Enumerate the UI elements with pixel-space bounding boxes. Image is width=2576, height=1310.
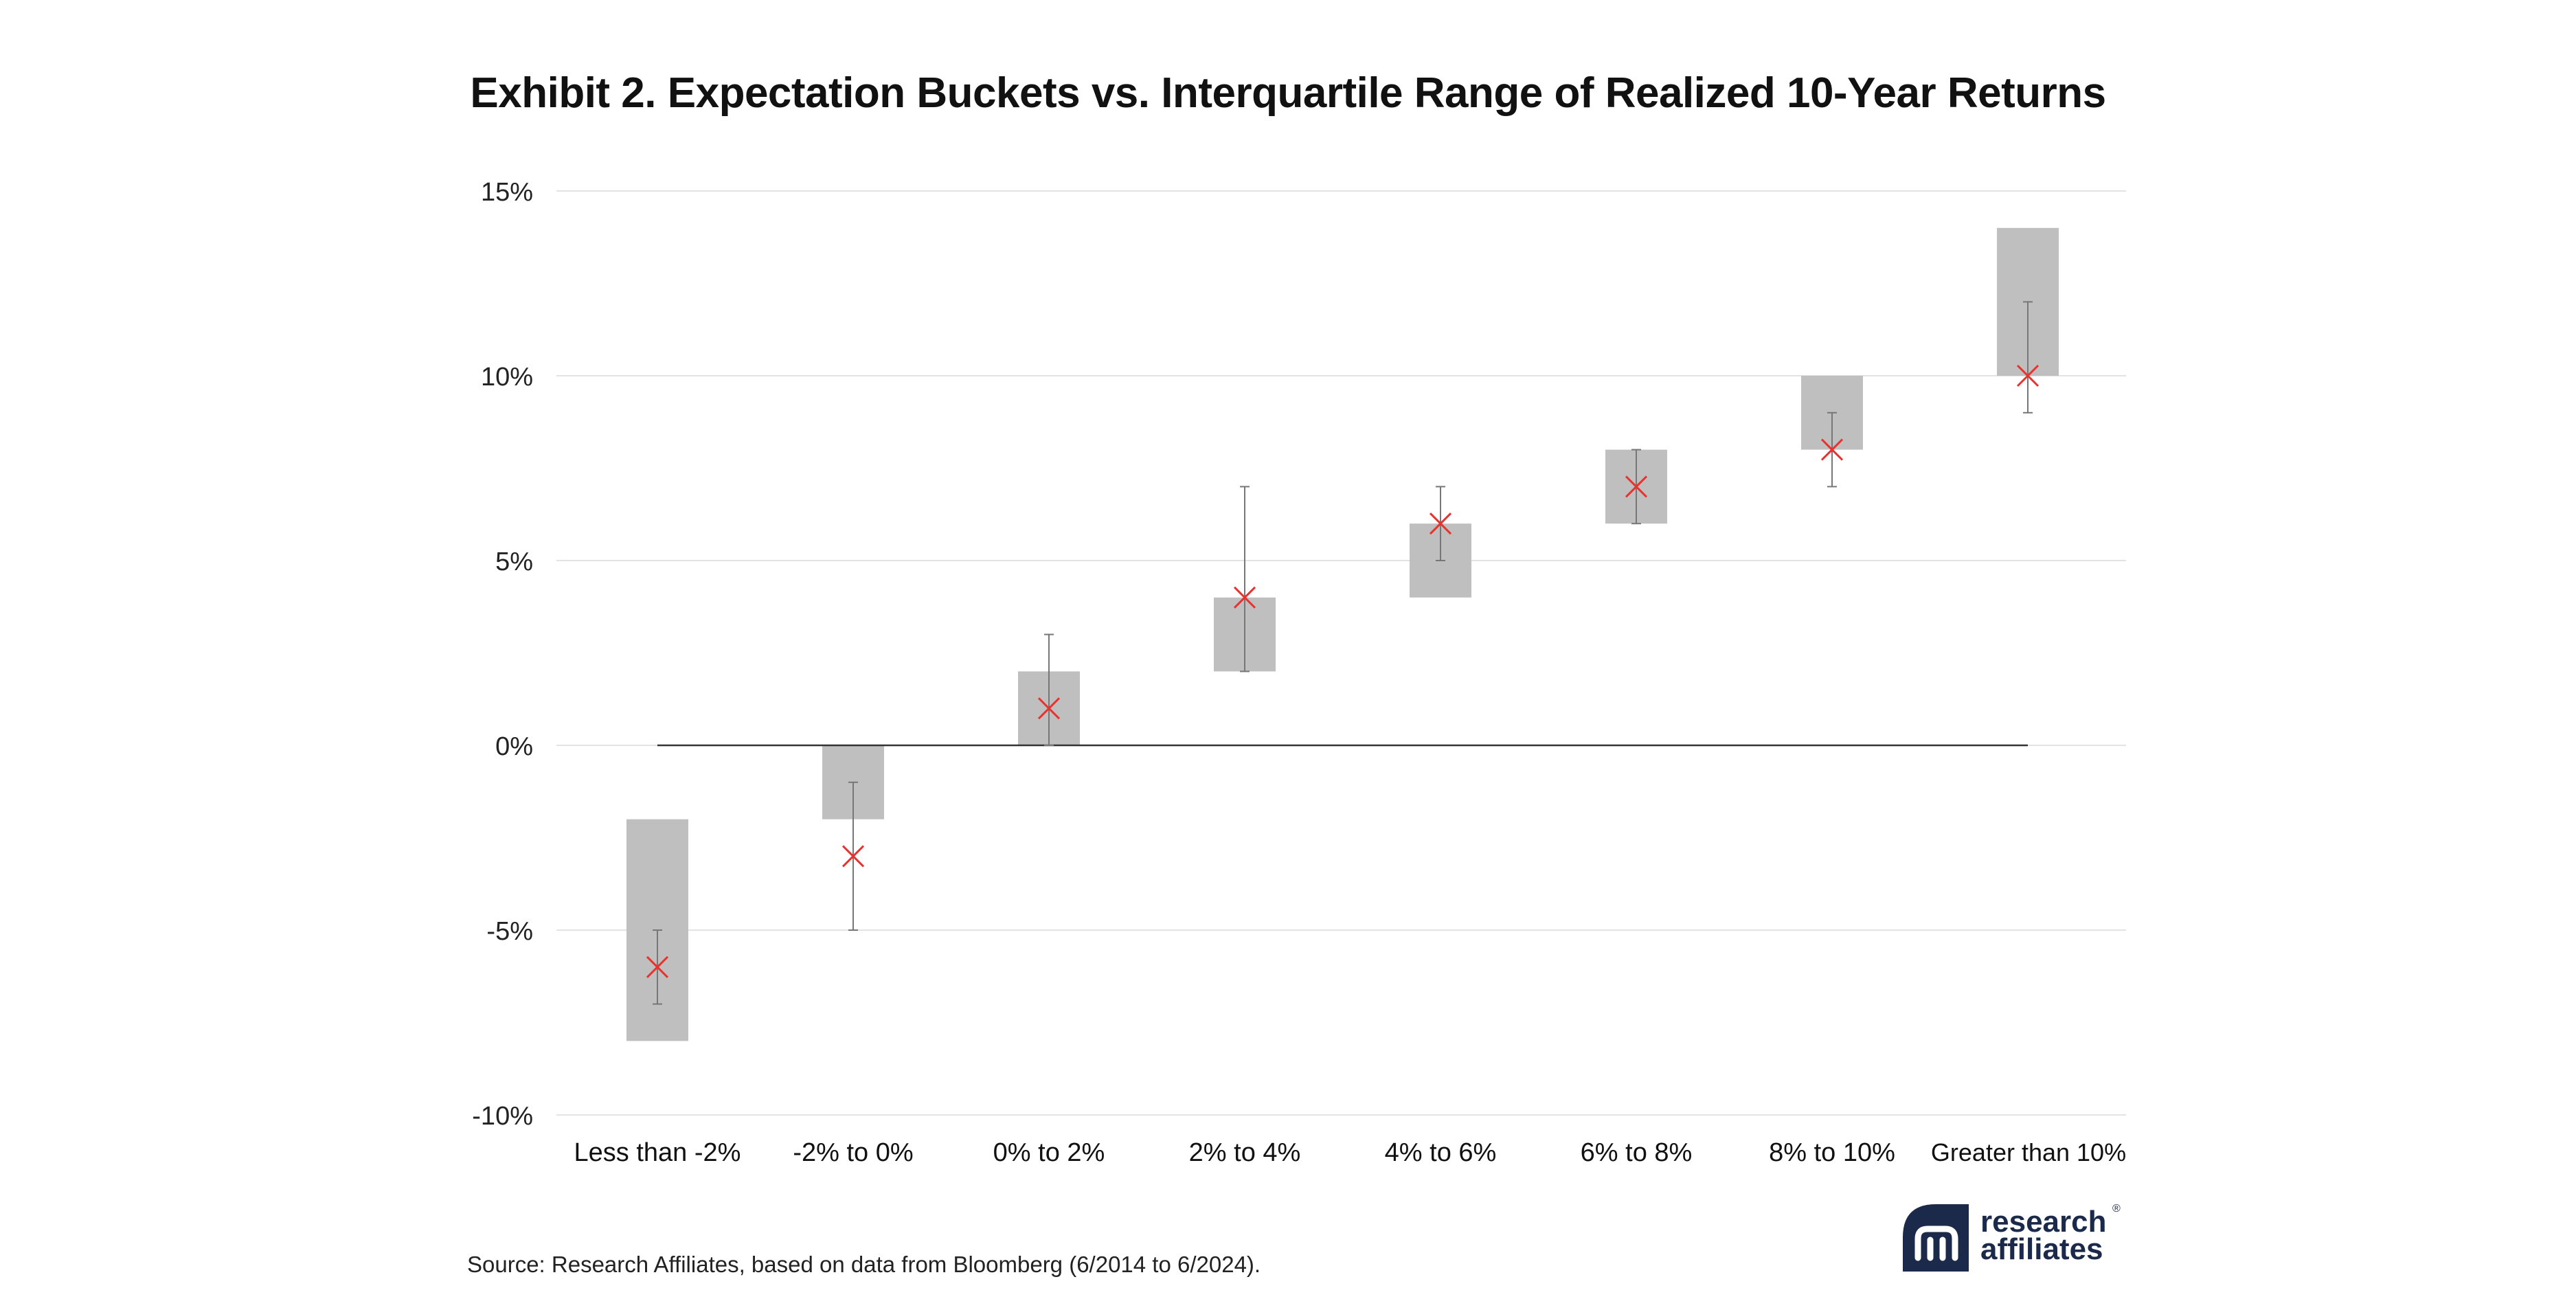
x-category-label: 6% to 8%	[1581, 1138, 1693, 1167]
iqr-whisker	[1044, 633, 1054, 746]
marker-stroke-b	[841, 845, 865, 868]
marker-stroke-b	[2016, 364, 2040, 387]
x-category-label: 8% to 10%	[1769, 1138, 1895, 1167]
y-tick-label: -5%	[486, 917, 533, 946]
x-axis-category-labels: Less than -2% -2% to 0% 0% to 2% 2% to 4% 4%…	[574, 1138, 2127, 1167]
grid-lines	[556, 190, 2126, 1116]
x-category-label: Less than -2%	[574, 1138, 741, 1167]
marker-stroke-b	[1429, 512, 1452, 535]
median-marker	[1820, 438, 1844, 461]
x-category-label: 0% to 2%	[993, 1138, 1105, 1167]
median-markers	[646, 364, 2040, 978]
x-category-label: 4% to 6%	[1385, 1138, 1497, 1167]
y-tick-label: 10%	[481, 363, 533, 392]
median-marker	[1233, 586, 1256, 609]
median-marker	[2016, 364, 2040, 387]
iqr-whisker	[1240, 486, 1250, 673]
brand-line-2: affiliates	[1980, 1232, 2103, 1266]
x-category-label: Greater than 10%	[1931, 1138, 2126, 1166]
chart-title: Exhibit 2. Expectation Buckets vs. Inter…	[470, 69, 2106, 117]
median-marker	[1625, 475, 1648, 498]
brand-line-1: research	[1980, 1205, 2107, 1239]
median-marker	[1429, 512, 1452, 535]
brand-wordmark: research affiliates	[1980, 1205, 2107, 1266]
x-category-label: 2% to 4%	[1189, 1138, 1301, 1167]
iqr-whisker	[2023, 301, 2033, 414]
source-note: Source: Research Affiliates, based on da…	[467, 1252, 1261, 1277]
bucket-bars	[626, 227, 2059, 1041]
median-marker	[646, 956, 669, 978]
registered-mark: ®	[2112, 1203, 2121, 1215]
y-tick-label: -10%	[472, 1102, 533, 1131]
median-marker	[1037, 697, 1061, 720]
marker-stroke-b	[1037, 697, 1061, 720]
marker-stroke-b	[1625, 475, 1648, 498]
marker-stroke-b	[1233, 586, 1256, 609]
research-affiliates-logo: research affiliates ®	[1903, 1199, 2136, 1274]
y-tick-label: 0%	[495, 732, 533, 761]
ra-logo-mark-icon	[1903, 1204, 1969, 1272]
y-tick-label: 15%	[481, 178, 533, 207]
x-category-label: -2% to 0%	[793, 1138, 913, 1167]
y-axis-tick-labels: 15% 10% 5% 0% -5% -10%	[472, 178, 533, 1131]
median-marker	[841, 845, 865, 868]
y-tick-label: 5%	[495, 547, 533, 576]
marker-stroke-b	[646, 956, 669, 978]
marker-stroke-b	[1820, 438, 1844, 461]
